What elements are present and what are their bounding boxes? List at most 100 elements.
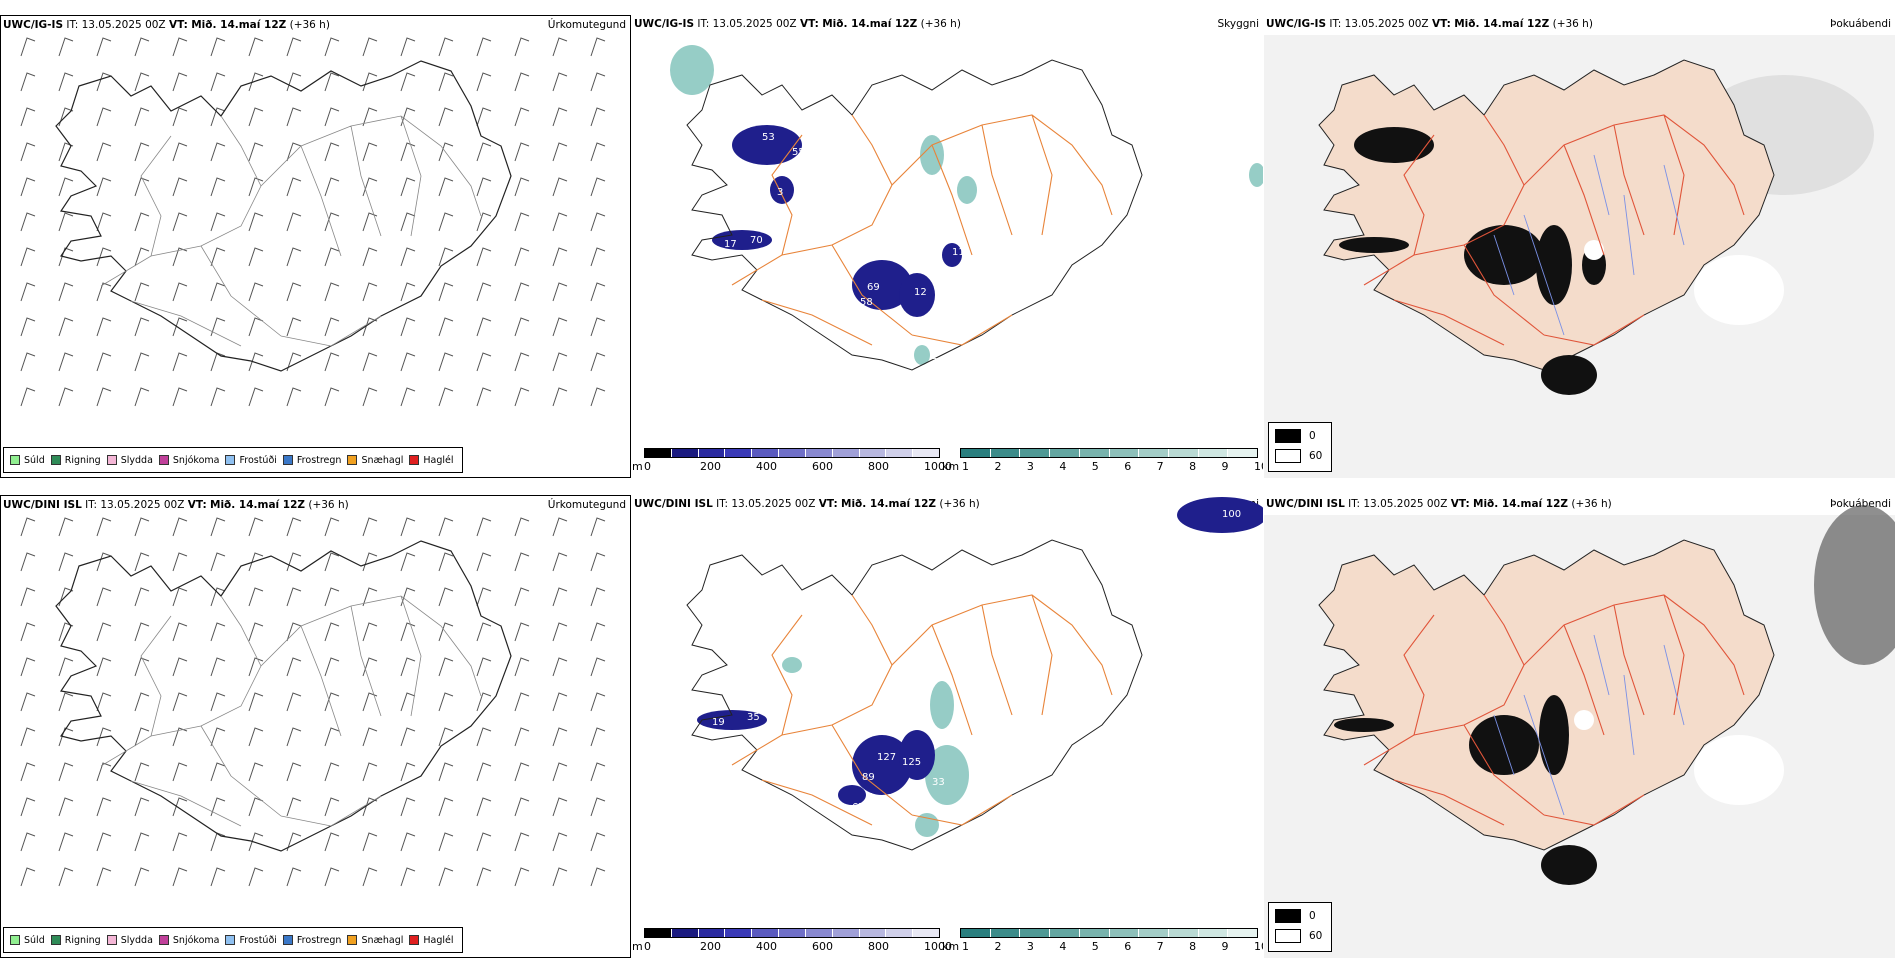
wind-barb: [552, 832, 568, 852]
wind-barb: [476, 387, 492, 407]
wind-barb: [362, 72, 378, 92]
wind-barb: [552, 797, 568, 817]
wind-barb: [514, 142, 530, 162]
visibility-strip: [960, 448, 1258, 458]
legend-label: Snjókoma: [172, 934, 220, 946]
wind-barb: [400, 107, 416, 127]
wind-barb: [210, 212, 226, 232]
wind-barb: [58, 212, 74, 232]
wind-barb: [438, 517, 454, 537]
wind-barb: [438, 212, 454, 232]
wind-barb: [400, 247, 416, 267]
colorbar-cell: [698, 929, 726, 937]
wind-barb: [590, 622, 606, 642]
wind-barb: [248, 867, 264, 887]
wind-barb: [134, 517, 150, 537]
wind-barb: [514, 517, 530, 537]
wind-barb: [552, 247, 568, 267]
wind-barb: [400, 352, 416, 372]
precip-type-legend: Súld Rigning Slydda Snjókoma Frostúði Frostre…: [3, 927, 463, 953]
fog-index-map-row2: UWC/DINI ISL IT: 13.05.2025 00Z VT: Mið.…: [1264, 495, 1895, 958]
wind-barb: [590, 177, 606, 197]
wind-barb: [476, 832, 492, 852]
colorbar-cell: [1109, 449, 1140, 457]
wind-barb: [438, 177, 454, 197]
wind-barb: [324, 622, 340, 642]
it-value: 13.05.2025 00Z: [81, 19, 166, 31]
legend-label: Frostregn: [296, 454, 342, 466]
lead-time: (+36 h): [1552, 18, 1593, 30]
fog-legend-swatch: [1275, 929, 1301, 943]
wind-barb: [248, 622, 264, 642]
wind-barb: [134, 587, 150, 607]
cloud-base-value: 12: [914, 287, 927, 298]
wind-barb: [210, 317, 226, 337]
wind-barb: [438, 352, 454, 372]
colorbar-tick: 400: [756, 940, 777, 953]
it-prefix: IT:: [66, 19, 79, 31]
wind-barb: [362, 177, 378, 197]
vt-label: VT:: [1450, 498, 1470, 510]
wind-barb: [96, 517, 112, 537]
wind-barb: [590, 552, 606, 572]
colorbar-cell: [859, 449, 887, 457]
wind-barb: [590, 867, 606, 887]
wind-barb: [96, 727, 112, 747]
wind-barb: [20, 622, 36, 642]
colorbar-cell: [1198, 929, 1229, 937]
wind-barb: [20, 247, 36, 267]
legend-label: Frostúði: [239, 934, 277, 946]
wind-barb: [134, 247, 150, 267]
wind-barb: [96, 762, 112, 782]
wind-barb: [248, 247, 264, 267]
wind-barb: [362, 212, 378, 232]
colorbar-tick: 1: [962, 460, 969, 473]
legend-label: Súld: [24, 934, 45, 946]
wind-barb: [172, 517, 188, 537]
wind-barb: [58, 832, 74, 852]
it-prefix: IT:: [85, 499, 98, 511]
wind-barb: [20, 212, 36, 232]
colorbar-tick: 4: [1059, 460, 1067, 473]
colorbar-cell: [1109, 929, 1140, 937]
wind-barb: [58, 387, 74, 407]
wind-barb: [476, 517, 492, 537]
wind-barb: [248, 692, 264, 712]
wind-barb: [590, 797, 606, 817]
colorbar-cell: [1020, 449, 1051, 457]
wind-barb: [58, 692, 74, 712]
wind-barb: [248, 657, 264, 677]
cloud-base-value: 30: [932, 357, 945, 368]
wind-barb: [514, 552, 530, 572]
legend-swatch: [347, 455, 358, 465]
wind-barb: [552, 177, 568, 197]
wind-barb: [476, 142, 492, 162]
cloud-base-value: 5: [867, 792, 873, 803]
wind-barb: [476, 352, 492, 372]
wind-barb: [134, 727, 150, 747]
wind-barb: [324, 352, 340, 372]
colorbar-cell: [1168, 929, 1199, 937]
lead-time: (+36 h): [939, 498, 980, 510]
fog-index-legend: 0 60: [1268, 422, 1332, 472]
wind-barb: [324, 37, 340, 57]
legend-swatch: [50, 455, 61, 465]
wind-barb: [400, 72, 416, 92]
colorbar-tick: 1: [962, 940, 969, 953]
wind-barb: [286, 177, 302, 197]
wind-barb: [286, 692, 302, 712]
wind-barb: [210, 867, 226, 887]
colorbar-cell: [1228, 929, 1258, 937]
legend-swatch: [282, 935, 293, 945]
model-name: UWC/DINI ISL: [1266, 498, 1345, 510]
legend-item: Súld: [10, 455, 45, 466]
wind-barb: [514, 177, 530, 197]
vt-label: VT:: [799, 18, 819, 30]
wind-barb: [286, 657, 302, 677]
wind-barb: [134, 552, 150, 572]
colorbar-unit: km: [942, 940, 960, 953]
colorbar-tick: 8: [1189, 940, 1197, 953]
legend-label: Haglél: [423, 454, 454, 466]
cloud-base-colorbar: m 0 200 400 600 800 1000: [632, 928, 952, 953]
colorbar-tick: 3: [1026, 940, 1034, 953]
